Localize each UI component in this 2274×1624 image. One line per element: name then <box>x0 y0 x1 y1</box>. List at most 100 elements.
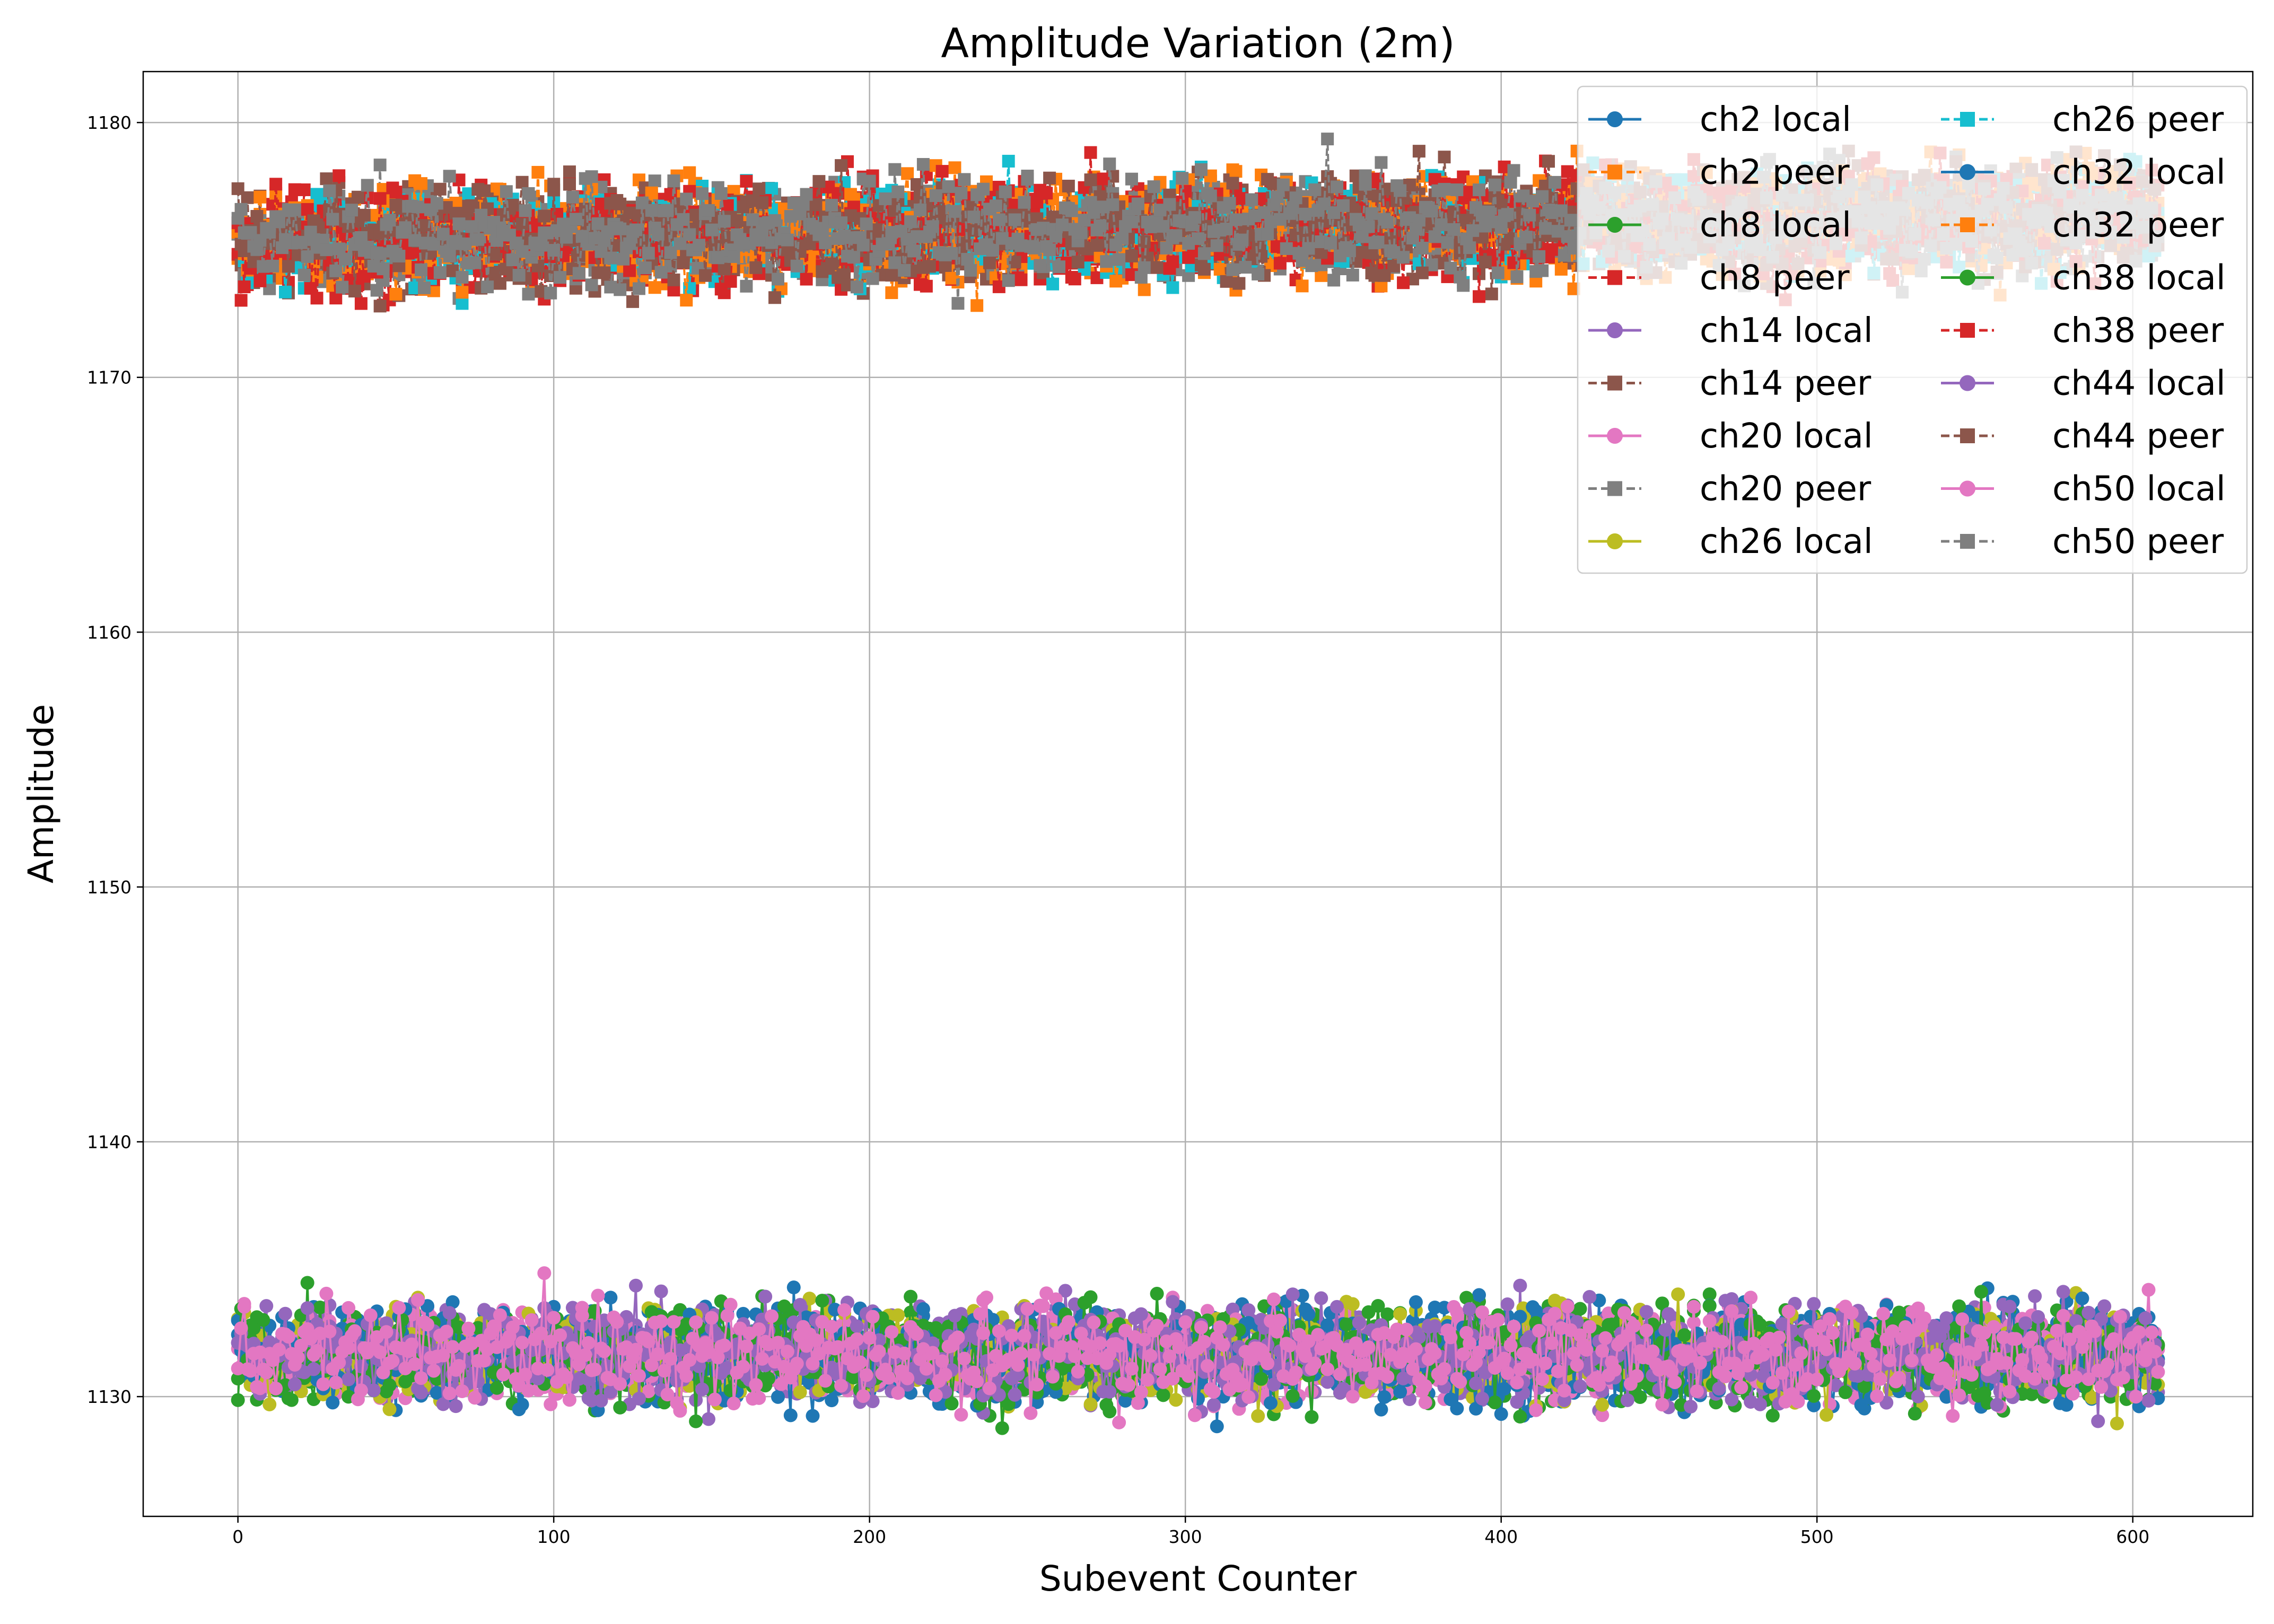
data-point <box>1046 277 1060 291</box>
data-point <box>1068 273 1081 286</box>
data-point <box>1479 256 1492 269</box>
data-point <box>278 285 292 299</box>
data-point <box>885 269 898 282</box>
data-point <box>273 215 286 229</box>
data-point <box>320 243 333 257</box>
data-point <box>361 179 374 192</box>
data-point <box>392 249 406 262</box>
data-point <box>1125 172 1138 186</box>
data-point <box>357 208 371 222</box>
data-point <box>433 182 447 196</box>
data-point <box>1197 262 1211 276</box>
data-point <box>512 269 526 282</box>
data-point <box>354 297 368 310</box>
data-point <box>301 203 314 216</box>
data-point <box>538 209 551 223</box>
data-point <box>1040 187 1053 200</box>
data-point <box>983 256 996 269</box>
data-point <box>415 177 428 190</box>
data-point <box>724 275 737 288</box>
data-point <box>740 174 753 188</box>
data-point <box>835 159 848 172</box>
data-point <box>456 270 469 284</box>
data-point <box>1438 151 1451 164</box>
data-point <box>1071 256 1084 269</box>
data-point <box>399 221 412 234</box>
data-point <box>339 252 352 266</box>
data-point <box>800 273 813 286</box>
data-point <box>730 214 744 227</box>
data-point <box>970 299 984 312</box>
data-point <box>1415 266 1429 279</box>
data-point <box>1043 171 1056 185</box>
data-point <box>336 280 349 294</box>
data-point <box>1166 255 1179 268</box>
data-point <box>493 277 506 290</box>
data-point <box>1084 173 1097 187</box>
data-point <box>749 261 763 274</box>
data-point <box>1125 249 1138 262</box>
data-point <box>623 264 636 277</box>
data-point <box>626 295 640 308</box>
data-point <box>269 178 283 191</box>
data-point <box>1229 165 1243 178</box>
data-point <box>415 263 428 276</box>
data-point <box>1545 243 1558 256</box>
data-point <box>765 182 779 195</box>
data-point <box>418 281 431 294</box>
data-point <box>326 213 339 226</box>
data-point <box>323 184 336 197</box>
data-point <box>598 266 611 279</box>
data-point <box>1150 261 1164 274</box>
data-point <box>1232 277 1246 290</box>
data-point <box>1090 239 1104 252</box>
data-point <box>1002 154 1015 168</box>
data-point <box>468 256 482 269</box>
data-point <box>373 159 387 172</box>
data-point <box>452 217 466 231</box>
data-point <box>522 287 535 301</box>
data-point <box>667 273 680 286</box>
data-point <box>456 286 469 299</box>
data-point <box>266 259 279 273</box>
data-point <box>282 260 295 273</box>
data-point <box>333 169 346 182</box>
data-point <box>885 286 898 300</box>
data-point <box>699 269 712 282</box>
data-point <box>373 300 387 313</box>
data-point <box>377 262 390 276</box>
data-point <box>888 163 902 176</box>
data-point <box>389 287 403 301</box>
data-point <box>478 184 491 197</box>
data-point <box>1542 155 1555 168</box>
data-point <box>1273 257 1287 270</box>
data-point <box>430 197 443 210</box>
data-point <box>348 285 361 298</box>
data-point <box>547 183 561 197</box>
data-point <box>1226 177 1239 190</box>
data-point <box>234 294 248 307</box>
data-point <box>433 266 447 279</box>
data-point <box>920 279 933 293</box>
data-point <box>563 178 576 191</box>
data-point <box>456 297 469 310</box>
data-point <box>756 196 769 209</box>
data-point <box>901 167 914 180</box>
data-point <box>481 280 494 294</box>
data-point <box>1166 281 1179 294</box>
data-point <box>1554 262 1568 276</box>
data-point <box>1213 262 1227 276</box>
data-point <box>443 250 456 263</box>
data-point <box>459 237 472 250</box>
data-point <box>329 292 343 305</box>
data-point <box>1485 287 1498 301</box>
data-point <box>373 247 387 260</box>
data-point <box>648 174 661 188</box>
data-point <box>718 262 731 276</box>
data-point <box>768 291 782 304</box>
data-point <box>234 203 248 216</box>
data-point <box>585 278 598 292</box>
data-point <box>320 172 333 186</box>
data-point <box>923 260 936 273</box>
